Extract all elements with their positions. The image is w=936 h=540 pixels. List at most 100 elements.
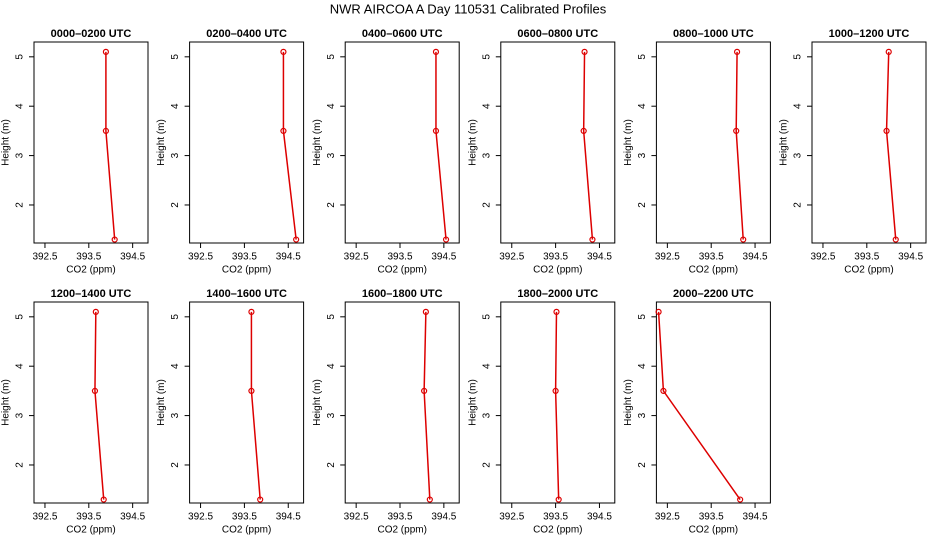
plot-frame xyxy=(189,41,305,244)
y-tick-label: 2 xyxy=(481,462,492,468)
profile-point xyxy=(555,496,562,503)
x-tick-label: 393.5 xyxy=(387,252,412,263)
y-tick-label: 3 xyxy=(793,152,804,158)
y-tick-label: 2 xyxy=(15,202,26,208)
y-tick-label: 5 xyxy=(481,314,492,320)
x-tick-label: 393.5 xyxy=(76,512,101,523)
y-tick-label: 4 xyxy=(637,103,648,109)
x-axis-label: CO2 (ppm) xyxy=(377,265,426,276)
panel: 2000–2200 UTC 392.5 393.5 394.5 2 3 4 5 CO2 (ppm… xyxy=(623,288,771,536)
panel-title: 1600–1800 UTC xyxy=(362,288,443,300)
x-tick-label: 393.5 xyxy=(387,512,412,523)
y-tick-label: 3 xyxy=(481,412,492,418)
plot-frame xyxy=(344,41,460,244)
y-tick-label: 5 xyxy=(637,54,648,60)
profile-point xyxy=(581,48,588,55)
y-axis-label: Height (m) xyxy=(156,379,167,426)
x-axis-label: CO2 (ppm) xyxy=(222,525,271,536)
x-tick-label: 393.5 xyxy=(543,252,568,263)
y-tick-label: 3 xyxy=(170,152,181,158)
panel-title: 1200–1400 UTC xyxy=(51,288,132,300)
profile-line xyxy=(554,311,560,500)
y-tick-label: 2 xyxy=(326,462,337,468)
y-axis-label: Height (m) xyxy=(467,119,478,166)
panel-title: 1000–1200 UTC xyxy=(829,28,910,40)
x-axis-label: CO2 (ppm) xyxy=(377,525,426,536)
profile-line xyxy=(282,51,297,240)
y-tick-label: 4 xyxy=(793,103,804,109)
plot-frame xyxy=(33,301,149,504)
y-tick-label: 3 xyxy=(326,152,337,158)
y-axis-label: Height (m) xyxy=(467,379,478,426)
x-tick-label: 392.5 xyxy=(188,512,213,523)
x-tick-label: 394.5 xyxy=(120,512,145,523)
panel-title: 1400–1600 UTC xyxy=(206,288,287,300)
panel: 1600–1800 UTC 392.5 393.5 394.5 2 3 4 5 CO2 (ppm… xyxy=(312,288,460,536)
plot-frame xyxy=(655,41,771,244)
y-tick-label: 4 xyxy=(481,103,492,109)
x-tick-label: 393.5 xyxy=(854,252,879,263)
profile-point xyxy=(580,127,587,134)
profile-line xyxy=(250,311,261,500)
profile-point xyxy=(280,127,287,134)
y-tick-label: 5 xyxy=(15,314,26,320)
x-tick-label: 392.5 xyxy=(32,512,57,523)
profile-point xyxy=(892,236,899,243)
x-tick-label: 392.5 xyxy=(655,512,680,523)
profile-line xyxy=(582,51,594,240)
profile-point xyxy=(102,127,110,134)
x-axis-label: CO2 (ppm) xyxy=(689,265,738,276)
panel-title: 0400–0600 UTC xyxy=(362,28,443,40)
profile-line xyxy=(657,311,741,500)
profile-point xyxy=(100,496,107,503)
profile-line xyxy=(885,51,897,240)
profile-point xyxy=(552,387,559,394)
x-tick-label: 392.5 xyxy=(188,252,213,263)
y-tick-label: 4 xyxy=(637,363,648,369)
profile-point xyxy=(421,387,428,394)
x-tick-label: 394.5 xyxy=(743,512,768,523)
profile-point xyxy=(740,236,747,243)
profile-line xyxy=(423,311,431,500)
profile-point xyxy=(442,236,450,243)
x-tick-label: 394.5 xyxy=(431,512,456,523)
y-tick-label: 4 xyxy=(170,103,181,109)
x-axis-label: CO2 (ppm) xyxy=(222,265,271,276)
chart-title: NWR AIRCOA A Day 110531 Calibrated Profi… xyxy=(330,1,607,16)
panel: 1400–1600 UTC 392.5 393.5 394.5 2 3 4 5 CO2 (ppm… xyxy=(156,288,305,536)
panel: 1800–2000 UTC 392.5 393.5 394.5 2 3 4 5 CO2 (ppm… xyxy=(467,288,616,536)
x-axis-label: CO2 (ppm) xyxy=(533,525,582,536)
profile-point xyxy=(737,496,744,503)
y-tick-label: 3 xyxy=(637,152,648,158)
y-tick-label: 4 xyxy=(15,103,26,109)
plot-frame xyxy=(655,301,771,504)
panel: 0400–0600 UTC 392.5 393.5 394.5 2 3 4 5 CO2 (ppm… xyxy=(312,28,460,276)
profile-point xyxy=(422,308,429,315)
x-axis-label: CO2 (ppm) xyxy=(533,265,582,276)
y-tick-label: 5 xyxy=(637,314,648,320)
y-tick-label: 5 xyxy=(170,54,181,60)
x-tick-label: 392.5 xyxy=(499,512,524,523)
x-tick-label: 392.5 xyxy=(32,252,57,263)
y-tick-label: 5 xyxy=(170,314,181,320)
profile-point xyxy=(655,308,662,315)
profile-point xyxy=(280,48,287,55)
y-tick-label: 5 xyxy=(326,314,337,320)
y-tick-label: 3 xyxy=(15,412,26,418)
y-tick-label: 4 xyxy=(170,363,181,369)
panel: 0600–0800 UTC 392.5 393.5 394.5 2 3 4 5 CO2 (ppm… xyxy=(467,28,616,276)
y-tick-label: 2 xyxy=(326,202,337,208)
x-tick-label: 392.5 xyxy=(655,252,680,263)
profile-point xyxy=(92,308,99,315)
y-tick-label: 4 xyxy=(326,103,337,109)
y-axis-label: Height (m) xyxy=(779,119,790,166)
y-tick-label: 2 xyxy=(170,462,181,468)
x-tick-label: 393.5 xyxy=(543,512,568,523)
panel: 0800–1000 UTC 392.5 393.5 394.5 2 3 4 5 CO2 (ppm… xyxy=(623,28,771,276)
profile-point xyxy=(660,387,667,394)
y-tick-label: 2 xyxy=(481,202,492,208)
y-tick-label: 3 xyxy=(481,152,492,158)
panel-title: 0200–0400 UTC xyxy=(206,28,287,40)
